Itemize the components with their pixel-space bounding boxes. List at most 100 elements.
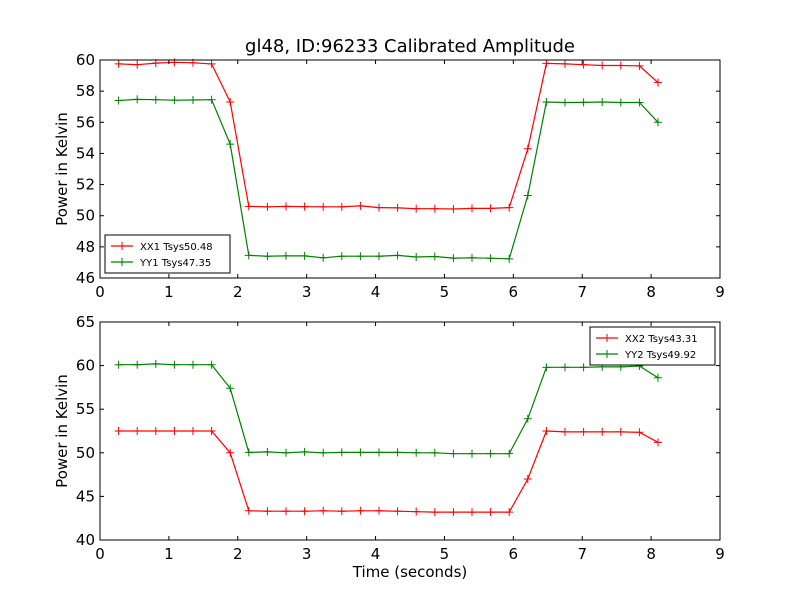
data-point bbox=[412, 448, 421, 457]
data-point bbox=[561, 427, 569, 436]
data-point bbox=[561, 98, 569, 107]
data-point bbox=[151, 95, 160, 104]
data-point bbox=[393, 203, 402, 212]
legend-label: XX2 Tsys43.31 bbox=[625, 334, 698, 345]
data-point bbox=[542, 98, 551, 107]
data-point bbox=[319, 253, 328, 262]
data-point bbox=[319, 202, 328, 211]
y-tick-label: 60 bbox=[76, 51, 95, 69]
data-point bbox=[468, 204, 476, 213]
data-point bbox=[189, 427, 197, 435]
data-point bbox=[300, 447, 309, 456]
axes-frame bbox=[99, 321, 721, 541]
data-point bbox=[356, 448, 365, 457]
data-point bbox=[337, 507, 346, 516]
x-tick-label: 1 bbox=[164, 545, 174, 563]
data-point bbox=[430, 252, 439, 261]
data-point bbox=[598, 427, 607, 436]
data-point bbox=[449, 508, 458, 517]
data-point bbox=[598, 98, 607, 107]
data-point bbox=[468, 449, 476, 458]
data-point bbox=[616, 98, 625, 107]
data-point bbox=[523, 474, 532, 483]
data-point bbox=[282, 202, 290, 211]
legend-label: YY1 Tsys47.35 bbox=[139, 258, 211, 269]
x-tick-label: 7 bbox=[577, 545, 587, 563]
data-point bbox=[505, 508, 514, 517]
x-axis-label: Time (seconds) bbox=[352, 563, 468, 581]
data-point bbox=[114, 427, 123, 435]
y-tick-label: 60 bbox=[76, 357, 95, 375]
series-line bbox=[118, 363, 659, 455]
data-point bbox=[337, 252, 346, 261]
series-1-group bbox=[114, 427, 662, 517]
data-point bbox=[393, 448, 402, 457]
y-tick-label: 65 bbox=[76, 313, 95, 331]
data-point bbox=[579, 98, 588, 107]
x-tick-label: 6 bbox=[509, 283, 519, 301]
data-point bbox=[133, 360, 142, 369]
data-point bbox=[430, 204, 439, 213]
data-point bbox=[430, 448, 439, 457]
data-point bbox=[263, 252, 272, 261]
x-tick-label: 8 bbox=[646, 283, 656, 301]
data-point bbox=[449, 254, 458, 263]
legend: XX2 Tsys43.31 YY2 Tsys49.92 bbox=[589, 326, 716, 366]
data-point bbox=[207, 427, 216, 435]
y-axis-label: Power in Kelvin bbox=[53, 112, 71, 226]
data-point bbox=[114, 360, 123, 369]
data-point bbox=[505, 254, 514, 263]
data-point bbox=[189, 96, 197, 105]
x-tick-label: 3 bbox=[302, 283, 312, 301]
data-point bbox=[375, 506, 383, 515]
x-tick-label: 2 bbox=[233, 283, 243, 301]
data-point bbox=[616, 61, 625, 70]
series-line bbox=[118, 61, 659, 210]
x-tick-label: 9 bbox=[715, 283, 725, 301]
data-point bbox=[114, 59, 123, 68]
legend-marker bbox=[118, 258, 126, 266]
data-point bbox=[151, 427, 160, 435]
data-point bbox=[263, 202, 272, 211]
x-tick-label: 5 bbox=[440, 545, 450, 563]
data-point bbox=[337, 448, 346, 457]
x-tick-label: 9 bbox=[715, 545, 725, 563]
axes-frame bbox=[99, 59, 721, 279]
data-point bbox=[430, 508, 439, 517]
data-point bbox=[505, 203, 514, 212]
y-tick-label: 45 bbox=[76, 487, 95, 505]
x-tick-label: 4 bbox=[371, 283, 381, 301]
figure-title: gl48, ID:96233 Calibrated Amplitude bbox=[245, 36, 575, 57]
data-point bbox=[542, 59, 551, 68]
data-point bbox=[542, 363, 551, 372]
data-point bbox=[579, 60, 588, 69]
data-point bbox=[654, 78, 662, 87]
legend-marker bbox=[603, 350, 611, 358]
data-point bbox=[356, 506, 365, 515]
x-tick-label: 8 bbox=[646, 545, 656, 563]
data-point bbox=[412, 507, 421, 516]
series-2-group bbox=[114, 95, 662, 263]
data-point bbox=[654, 118, 662, 127]
data-point bbox=[319, 448, 328, 457]
data-point bbox=[542, 427, 551, 435]
data-point bbox=[561, 363, 569, 372]
data-point bbox=[375, 203, 383, 212]
data-point bbox=[151, 359, 160, 368]
y-tick-label: 56 bbox=[76, 113, 95, 131]
series-line bbox=[118, 430, 659, 513]
legend-marker bbox=[603, 334, 611, 342]
data-point bbox=[170, 360, 179, 369]
data-point bbox=[170, 96, 179, 105]
data-point bbox=[282, 448, 290, 457]
data-point bbox=[244, 448, 253, 457]
x-tick-label: 6 bbox=[509, 545, 519, 563]
data-point bbox=[561, 59, 569, 68]
data-point bbox=[226, 384, 235, 393]
data-point bbox=[616, 427, 625, 436]
data-point bbox=[523, 191, 532, 200]
x-tick-label: 0 bbox=[95, 545, 105, 563]
data-point bbox=[486, 204, 495, 213]
data-point bbox=[133, 60, 142, 69]
